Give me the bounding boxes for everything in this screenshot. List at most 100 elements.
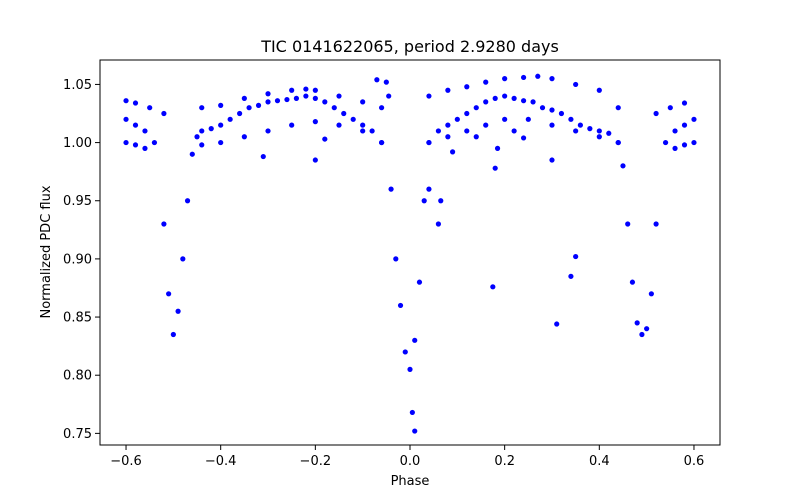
x-tick-label: −0.2 [300, 454, 332, 469]
data-point [379, 139, 385, 146]
data-point [360, 122, 366, 128]
data-point [393, 256, 399, 262]
data-point [241, 95, 247, 101]
x-axis-label: Phase [391, 474, 430, 489]
data-point [554, 321, 560, 327]
data-point [629, 279, 636, 285]
data-point [360, 99, 366, 105]
data-point [241, 134, 247, 140]
data-point [208, 126, 214, 132]
data-point [260, 153, 266, 160]
data-point [166, 291, 172, 297]
data-point [227, 116, 233, 122]
data-point [625, 221, 631, 227]
data-point [132, 100, 139, 106]
data-point [388, 186, 394, 192]
data-point [639, 331, 645, 338]
data-point [492, 165, 498, 171]
x-tick-label: 0.6 [684, 454, 705, 469]
data-point [409, 409, 415, 416]
data-point [189, 151, 195, 157]
data-point [142, 128, 148, 134]
data-point [161, 110, 167, 117]
data-point [606, 130, 612, 136]
data-point [383, 79, 389, 85]
data-point [644, 326, 650, 332]
data-point [161, 221, 167, 227]
data-point [662, 139, 669, 146]
data-point [336, 93, 342, 99]
y-tick-label: 0.80 [63, 369, 92, 384]
data-point [620, 163, 626, 169]
y-tick-label: 1.00 [63, 136, 92, 151]
data-point [539, 105, 546, 111]
data-point [490, 284, 496, 290]
data-point [596, 134, 602, 140]
data-point [360, 128, 366, 134]
data-point [421, 198, 427, 204]
data-point [568, 116, 574, 122]
plot-frame [99, 59, 721, 446]
data-point [132, 122, 139, 128]
data-point [265, 99, 271, 105]
data-point [667, 105, 673, 111]
data-point [549, 76, 555, 82]
data-point [449, 149, 456, 155]
data-point [289, 87, 295, 93]
data-point [312, 87, 318, 93]
data-point [350, 116, 356, 122]
data-point [615, 139, 621, 146]
data-point [464, 84, 470, 90]
data-point [184, 198, 191, 204]
data-point [274, 98, 281, 104]
data-point [573, 81, 579, 88]
data-point [402, 349, 408, 355]
data-point [473, 105, 479, 111]
data-point [412, 337, 418, 343]
data-point [577, 122, 583, 128]
data-point [483, 122, 489, 128]
data-point [464, 110, 470, 117]
data-point [681, 100, 688, 106]
data-point [123, 139, 129, 146]
data-point [511, 128, 517, 134]
data-point [374, 77, 380, 83]
y-tick-label: 1.05 [63, 78, 92, 93]
x-tick-label: 0.4 [589, 454, 610, 469]
data-point [535, 73, 541, 79]
data-point [502, 93, 508, 99]
data-point [568, 273, 574, 279]
data-point [435, 221, 441, 227]
data-point [218, 139, 224, 146]
data-point [194, 134, 200, 140]
data-point [681, 142, 688, 148]
data-point [132, 142, 139, 148]
data-point [303, 93, 309, 99]
data-point [180, 256, 186, 262]
data-point [416, 279, 423, 285]
plot-area [123, 73, 697, 434]
data-point [438, 198, 444, 204]
data-point [312, 95, 318, 101]
data-point [520, 135, 527, 141]
data-point [502, 76, 508, 82]
data-point [199, 105, 205, 111]
x-tick-label: −0.6 [110, 454, 142, 469]
data-point [502, 116, 508, 122]
data-point [445, 87, 451, 93]
chart-title: TIC 0141622065, period 2.9280 days [260, 37, 559, 56]
data-point [341, 110, 347, 117]
data-point [573, 253, 579, 260]
data-point [303, 86, 309, 92]
data-point [549, 122, 555, 128]
data-point [397, 302, 404, 309]
y-axis: 0.75 0.80 0.85 0.90 0.95 1.00 1.05 [63, 78, 100, 442]
data-point [615, 105, 621, 111]
data-point [218, 122, 224, 128]
data-point [435, 128, 441, 134]
x-axis: −0.6 −0.4 −0.2 0.0 0.2 0.4 0.6 [110, 445, 704, 469]
data-point [549, 107, 555, 113]
y-tick-label: 0.75 [63, 427, 92, 442]
data-point [426, 93, 432, 99]
